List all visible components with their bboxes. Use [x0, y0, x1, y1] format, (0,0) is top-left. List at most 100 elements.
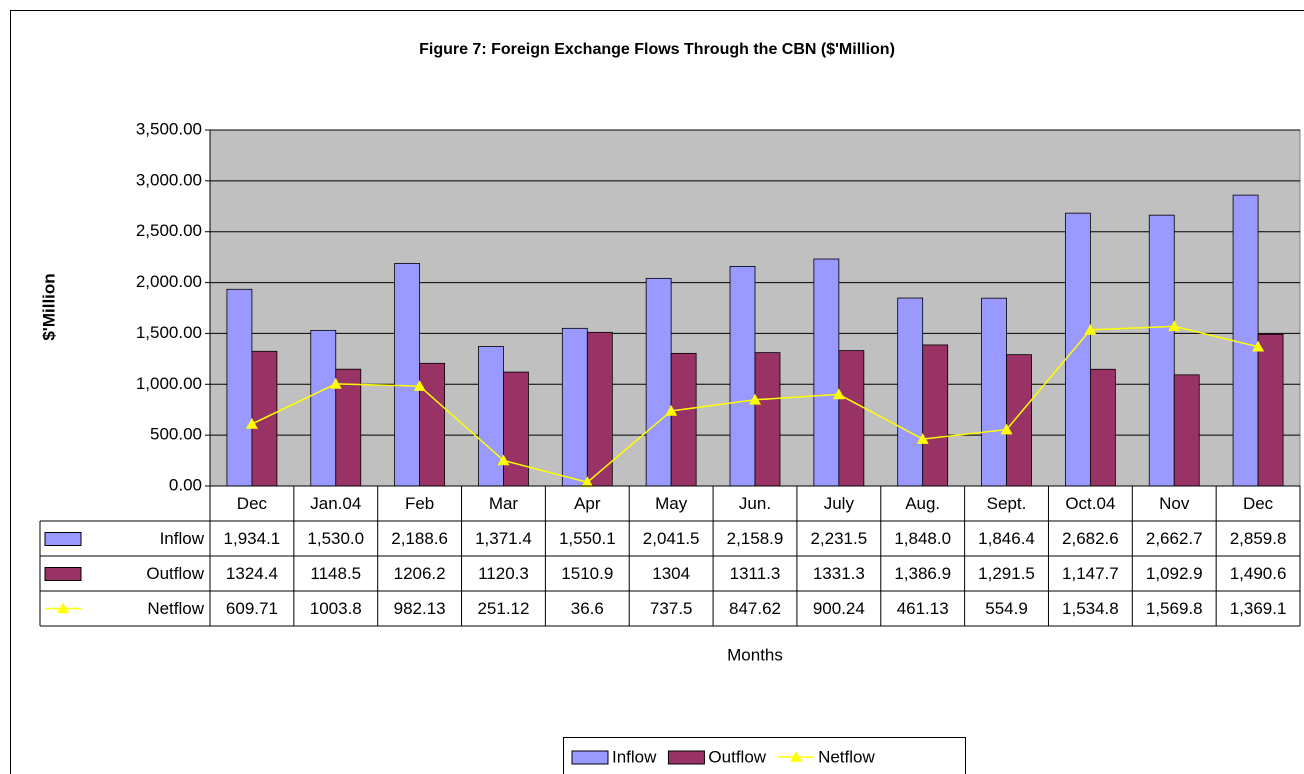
bar: [1089, 368, 1116, 487]
legend-label: Inflow: [612, 747, 657, 766]
y-tick-label: 3,500.00: [136, 119, 202, 138]
line-marker: [1252, 340, 1265, 352]
table-cell: 1304: [652, 564, 690, 583]
table-cell: 847.62: [729, 599, 781, 618]
table-cell: 1,569.8: [1146, 599, 1203, 618]
bar: [226, 288, 253, 487]
table-cell: 737.5: [650, 599, 693, 618]
table-cell: 461.13: [897, 599, 949, 618]
bar: [503, 371, 529, 487]
y-axis-label: $'Million: [39, 273, 58, 340]
table-cell: 36.6: [571, 599, 604, 618]
bar: [981, 297, 1007, 487]
table-cell: 1,092.9: [1146, 564, 1203, 583]
y-tick-label: 1,000.00: [136, 374, 202, 393]
line-marker: [581, 476, 594, 488]
y-tick-label: 1,500.00: [136, 323, 202, 342]
x-tick-label: Dec: [1243, 494, 1274, 513]
table-cell: 1,386.9: [894, 564, 951, 583]
line-marker: [329, 377, 342, 389]
x-tick-label: Jun.: [739, 494, 771, 513]
legend-key: [44, 532, 82, 546]
x-tick-label: Jan.04: [310, 494, 361, 513]
table-cell: 1,490.6: [1230, 564, 1287, 583]
x-tick-label: Sept.: [987, 494, 1027, 513]
table-row-label: Outflow: [146, 564, 204, 583]
x-tick-label: Mar: [489, 494, 519, 513]
y-tick-label: 500.00: [150, 425, 202, 444]
legend-key: [790, 751, 803, 762]
bar: [1257, 333, 1284, 487]
table-cell: 1,848.0: [894, 529, 951, 548]
bar: [670, 352, 697, 487]
legend-key: [571, 750, 609, 765]
table-cell: 1120.3: [478, 564, 529, 583]
line-marker: [1000, 423, 1013, 435]
table-cell: 2,859.8: [1230, 529, 1287, 548]
table-cell: 2,231.5: [810, 529, 867, 548]
table-cell: 1206.2: [394, 564, 446, 583]
bar: [645, 277, 672, 487]
x-tick-label: Nov: [1159, 494, 1190, 513]
table-row-label: Inflow: [160, 529, 205, 548]
table-cell: 1,550.1: [559, 529, 616, 548]
bar: [394, 262, 421, 487]
legend-key: [44, 567, 82, 581]
table-cell: 1,530.0: [307, 529, 364, 548]
line-marker: [497, 454, 510, 466]
table-cell: 982.13: [394, 599, 446, 618]
line-marker: [665, 404, 678, 416]
table-cell: 1311.3: [730, 564, 781, 583]
x-tick-label: Dec: [237, 494, 268, 513]
bar: [561, 327, 588, 487]
line-marker: [245, 417, 258, 429]
line-marker: [749, 393, 761, 405]
bar: [729, 266, 756, 487]
legend-label: Netflow: [818, 747, 875, 766]
legend-key: [57, 602, 69, 614]
bar: [310, 329, 337, 487]
x-tick-label: Apr: [574, 494, 601, 513]
bar: [813, 258, 840, 487]
table-cell: 2,158.9: [727, 529, 784, 548]
table-cell: 251.12: [477, 599, 529, 618]
line-marker: [413, 380, 426, 391]
table-cell: 609.71: [226, 599, 278, 618]
x-tick-label: Oct.04: [1065, 494, 1115, 513]
y-tick-label: 2,500.00: [136, 221, 202, 240]
table-cell: 1510.9: [561, 564, 613, 583]
table-cell: 1,534.8: [1062, 599, 1119, 618]
table-cell: 1,147.7: [1062, 564, 1119, 583]
y-tick-label: 3,000.00: [136, 170, 202, 189]
table-cell: 1,369.1: [1230, 599, 1287, 618]
bar: [419, 362, 446, 487]
line-marker: [916, 433, 929, 444]
line-marker: [1084, 323, 1097, 335]
table-row-label: Netflow: [147, 599, 204, 618]
bar: [1148, 214, 1175, 487]
line-marker: [1168, 320, 1181, 332]
table-cell: 1,291.5: [978, 564, 1035, 583]
x-tick-label: July: [824, 494, 855, 513]
bar: [838, 350, 865, 487]
table-cell: 900.24: [813, 599, 865, 618]
bar: [754, 352, 781, 487]
x-tick-label: Aug.: [905, 494, 940, 513]
legend: [563, 737, 966, 774]
bar: [897, 297, 924, 487]
table-cell: 1331.3: [813, 564, 865, 583]
table-cell: 1,371.4: [475, 529, 532, 548]
bar: [922, 344, 949, 487]
y-tick-label: 0.00: [169, 475, 202, 494]
bar: [586, 331, 613, 487]
table-cell: 2,662.7: [1146, 529, 1203, 548]
x-axis-label: Months: [727, 645, 783, 664]
bar: [478, 346, 504, 487]
bar: [1064, 212, 1091, 487]
bar: [1232, 194, 1259, 487]
table-cell: 1003.8: [310, 599, 362, 618]
x-tick-label: May: [655, 494, 688, 513]
legend-key: [667, 750, 705, 765]
table-cell: 1,846.4: [978, 529, 1035, 548]
table-cell: 2,682.6: [1062, 529, 1119, 548]
